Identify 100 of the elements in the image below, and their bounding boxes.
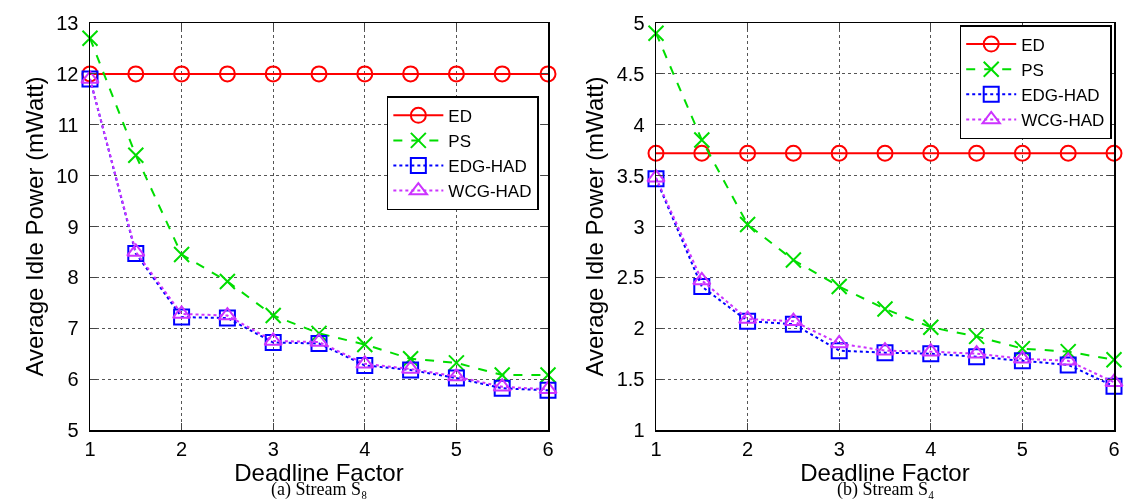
y-tick-label: 4.5 [616, 62, 645, 85]
point [968, 327, 986, 345]
y-tick-label: 8 [67, 266, 79, 289]
point [264, 65, 282, 83]
y-tick-label: 6 [67, 368, 79, 391]
point [647, 170, 665, 188]
point [493, 65, 511, 83]
point [647, 24, 665, 42]
point [310, 324, 328, 342]
point [1013, 352, 1031, 370]
point [922, 345, 940, 363]
point [1013, 144, 1031, 162]
point [493, 366, 511, 384]
point [693, 131, 711, 149]
point [127, 244, 145, 262]
point [263, 332, 283, 346]
point [646, 169, 666, 183]
y-tick-label: 13 [56, 12, 79, 34]
y-tick-label: 1.5 [616, 368, 645, 391]
x-tick-label: 3 [833, 437, 845, 460]
point [968, 348, 986, 366]
point [739, 312, 757, 330]
point [1059, 356, 1077, 374]
point [173, 245, 191, 263]
legend-label: PS [448, 132, 472, 152]
x-tick-label: 1 [84, 437, 96, 460]
point [81, 65, 99, 83]
legend-label: EDG-HAD [448, 157, 527, 177]
y-tick-label: 5 [633, 12, 645, 34]
point [218, 65, 236, 83]
point [829, 335, 849, 349]
point [310, 335, 328, 353]
y-axis-title: Average Idle Power (mWatt) [581, 76, 609, 377]
point [692, 271, 712, 286]
point [876, 344, 894, 362]
point [402, 65, 420, 83]
point [1058, 352, 1078, 366]
point [830, 144, 848, 162]
point [493, 379, 511, 397]
y-tick-label: 1 [633, 419, 645, 441]
x-tick-label: 2 [176, 437, 188, 460]
y-tick-label: 2.5 [616, 266, 645, 289]
point [447, 354, 465, 372]
point [739, 144, 757, 162]
point [447, 65, 465, 83]
point [876, 144, 894, 162]
point [309, 333, 329, 347]
y-tick-label: 7 [67, 317, 79, 340]
y-tick-label: 3.5 [616, 164, 645, 187]
point [968, 144, 986, 162]
point [876, 300, 894, 318]
point [264, 307, 282, 325]
point [1059, 144, 1077, 162]
y-tick-label: 10 [56, 164, 79, 187]
point [784, 144, 802, 162]
x-tick-label: 4 [925, 437, 937, 460]
y-tick-label: 4 [633, 113, 645, 136]
point [1059, 343, 1077, 361]
point [875, 342, 895, 356]
x-tick-label: 5 [450, 437, 462, 460]
point [922, 144, 940, 162]
y-tick-label: 2 [633, 317, 645, 340]
point [1105, 351, 1123, 369]
point [173, 65, 191, 83]
point [739, 215, 757, 233]
point [80, 70, 100, 84]
point [218, 272, 236, 290]
point [447, 369, 465, 387]
point [356, 336, 374, 354]
y-tick-label: 11 [57, 113, 79, 136]
legend-label: WCG-HAD [448, 182, 532, 202]
x-tick-label: 6 [1108, 437, 1120, 460]
x-tick-label: 2 [742, 437, 754, 460]
point [173, 308, 191, 326]
point [539, 366, 557, 384]
point [922, 318, 940, 336]
point [264, 334, 282, 351]
x-tick-label: 1 [650, 437, 662, 460]
legend-label: ED [1021, 35, 1045, 55]
point [784, 315, 802, 333]
legend-label: ED [448, 106, 472, 126]
point [830, 278, 848, 296]
point [1013, 340, 1031, 358]
point [355, 355, 375, 369]
point [1105, 377, 1123, 395]
point [921, 343, 941, 357]
point [693, 278, 711, 296]
point [1105, 144, 1123, 162]
point [830, 342, 848, 360]
point [356, 65, 374, 83]
x-tick-label: 3 [267, 437, 279, 460]
x-tick-label: 6 [542, 437, 554, 460]
point [126, 243, 146, 257]
point [693, 144, 711, 162]
y-tick-label: 9 [67, 215, 79, 238]
point [81, 29, 99, 47]
legend-label: WCG-HAD [1021, 111, 1105, 131]
point [310, 65, 328, 83]
x-tick-label: 4 [359, 437, 371, 460]
legend-label: PS [1021, 60, 1044, 80]
